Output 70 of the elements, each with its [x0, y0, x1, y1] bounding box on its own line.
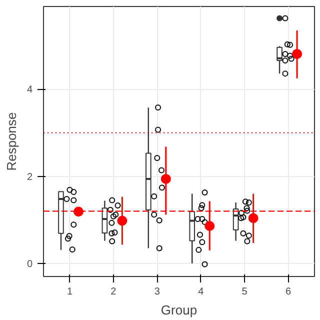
point	[196, 232, 203, 238]
x-tick-label: 1	[66, 286, 73, 298]
x-tick-label: 2	[110, 286, 117, 298]
point	[70, 197, 77, 204]
point	[244, 238, 250, 244]
point	[282, 15, 288, 22]
point	[238, 215, 244, 222]
point	[240, 214, 246, 220]
point	[194, 216, 201, 222]
point	[151, 212, 158, 218]
y-tick-label: 0	[26, 258, 33, 270]
point	[287, 52, 294, 59]
point	[282, 50, 288, 57]
point	[66, 233, 72, 239]
point	[196, 246, 202, 253]
point	[70, 222, 77, 228]
y-tick-label: 4	[26, 84, 33, 96]
point	[240, 230, 246, 236]
point	[114, 202, 121, 209]
y-tick-label: 2	[26, 172, 33, 183]
point	[156, 217, 162, 224]
point	[108, 230, 115, 236]
point	[202, 219, 208, 226]
point	[282, 70, 288, 77]
point	[282, 58, 288, 64]
point	[238, 210, 245, 216]
point	[156, 245, 162, 252]
point	[204, 220, 215, 231]
point	[199, 202, 206, 208]
point	[151, 193, 158, 200]
point	[202, 189, 208, 196]
point	[155, 126, 162, 133]
point	[288, 56, 294, 62]
point	[287, 42, 294, 48]
point	[284, 41, 290, 48]
point	[246, 199, 252, 206]
point	[202, 261, 208, 268]
point	[110, 213, 116, 220]
point	[112, 212, 119, 218]
point	[155, 104, 162, 111]
point	[112, 230, 118, 236]
point	[246, 232, 252, 239]
point	[158, 184, 165, 191]
point	[199, 239, 206, 246]
point	[64, 196, 70, 202]
point	[109, 238, 116, 244]
point	[198, 205, 204, 212]
point	[154, 155, 160, 162]
x-tick-label: 5	[242, 286, 248, 298]
point	[64, 236, 71, 242]
point	[244, 208, 250, 214]
point	[244, 205, 250, 212]
point	[160, 174, 171, 184]
point	[107, 206, 114, 213]
point	[66, 186, 73, 193]
x-tick-label: 4	[198, 286, 204, 298]
point	[70, 189, 77, 196]
point	[109, 197, 116, 204]
x-tick-label: 6	[285, 286, 292, 298]
point	[242, 198, 248, 205]
x-tick-label: 3	[154, 286, 160, 298]
point	[248, 213, 258, 224]
point	[158, 167, 165, 174]
x-axis-title: Group	[160, 302, 198, 318]
y-axis-title: Response	[4, 112, 19, 171]
point	[69, 246, 76, 252]
point	[199, 216, 206, 222]
point	[108, 220, 115, 226]
point	[117, 216, 128, 226]
point	[292, 48, 302, 59]
